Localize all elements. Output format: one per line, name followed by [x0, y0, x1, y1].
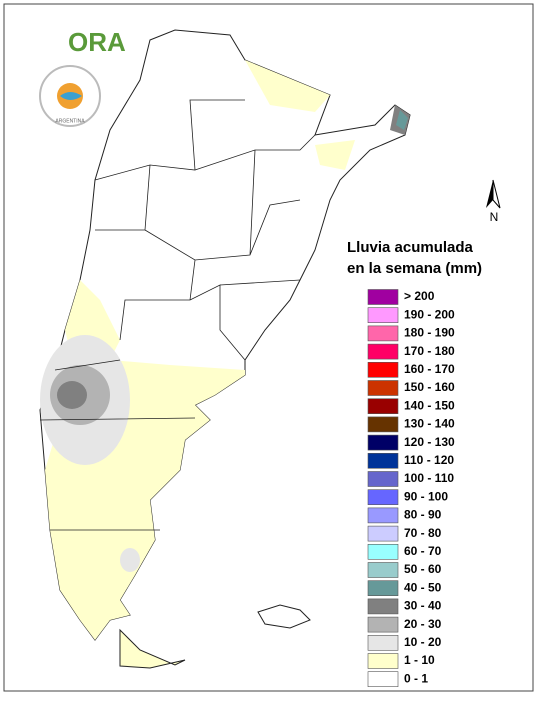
legend-swatch: [367, 452, 399, 469]
legend-swatch: [367, 507, 399, 524]
legend-swatch: [367, 434, 399, 451]
legend: Lluvia acumulada en la semana (mm) > 200 19…: [347, 239, 482, 688]
legend-label: 110 - 120: [404, 453, 454, 467]
legend-label: 160 - 170: [404, 362, 455, 376]
legend-swatch: [367, 398, 399, 415]
legend-label: 0 - 1: [404, 671, 428, 685]
legend-label: 50 - 60: [404, 562, 442, 576]
legend-label: 60 - 70: [404, 544, 442, 558]
province-borders: [39, 99, 316, 531]
legend-swatch: [367, 525, 399, 542]
seal-text: ARGENTINA: [55, 118, 85, 124]
legend-label: 190 - 200: [404, 307, 455, 321]
legend-swatch: [367, 361, 399, 378]
legend-swatch: [367, 325, 399, 342]
tierra-del-fuego: [119, 628, 186, 669]
legend-swatch: [367, 671, 399, 688]
legend-swatch: [367, 616, 399, 633]
north-arrow: [486, 180, 493, 208]
legend-label: 1 - 10: [404, 653, 435, 667]
legend-swatch: [367, 543, 399, 560]
north-label: N: [490, 210, 499, 224]
legend-label: 170 - 180: [404, 344, 455, 358]
legend-label: 20 - 30: [404, 617, 442, 631]
rain-1-10-east: [315, 140, 355, 170]
legend-label: 30 - 40: [404, 599, 442, 613]
legend-label: 70 - 80: [404, 526, 442, 540]
seal-wave: [60, 92, 82, 100]
legend-label: 120 - 130: [404, 435, 455, 449]
legend-label: 90 - 100: [404, 489, 448, 503]
malvinas: [257, 604, 311, 629]
legend-label: 40 - 50: [404, 580, 442, 594]
legend-swatch: [367, 489, 399, 506]
legend-swatch: [367, 289, 399, 305]
legend-title: Lluvia acumulada: [347, 239, 474, 256]
legend-swatch: [367, 598, 399, 615]
legend-swatch: [367, 653, 399, 669]
rain-30-40: [57, 381, 87, 409]
legend-label: > 200: [404, 289, 435, 303]
legend-swatch: [367, 562, 399, 578]
legend-swatch: [367, 634, 399, 651]
rain-1-10-northeast: [245, 60, 330, 112]
legend-label: 130 - 140: [404, 417, 455, 431]
legend-label: 150 - 160: [404, 380, 455, 394]
logo-text: ORA: [68, 27, 126, 57]
legend-swatch: [367, 307, 399, 324]
legend-swatch: [367, 471, 399, 487]
legend-label: 180 - 190: [404, 326, 455, 340]
north-arrow-half: [492, 179, 501, 209]
rain-misiones-core: [396, 110, 408, 130]
legend-swatch: [367, 580, 399, 597]
rain-10-20-south: [120, 548, 140, 572]
legend-label: 80 - 90: [404, 508, 442, 522]
legend-title: en la semana (mm): [347, 260, 482, 277]
legend-swatch: [367, 416, 399, 433]
legend-swatch: [367, 343, 399, 360]
legend-label: 100 - 110: [404, 471, 454, 485]
legend-swatch: [367, 380, 399, 396]
legend-label: 10 - 20: [404, 635, 442, 649]
legend-label: 140 - 150: [404, 398, 455, 412]
